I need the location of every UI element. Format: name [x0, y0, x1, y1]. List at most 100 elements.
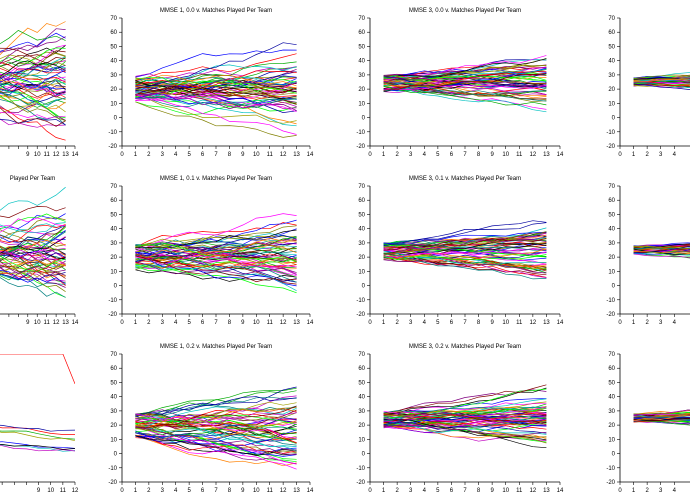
series-line-2 [0, 430, 75, 440]
series-line-35 [633, 409, 690, 416]
x-tick-label: 3 [659, 488, 663, 494]
chart-title: MMSE 3, 0.2 v. Matches Played Per Team [409, 344, 521, 350]
series-line-35 [633, 253, 690, 258]
series-line-30 [633, 83, 690, 87]
series-line-top [0, 354, 75, 385]
x-tick-label: 3 [161, 320, 165, 326]
y-tick-label: 50 [110, 212, 117, 218]
x-tick-label: 6 [450, 320, 454, 326]
series-line-56 [135, 76, 297, 94]
series-line-5 [633, 244, 690, 247]
y-tick-label: -20 [356, 480, 365, 486]
x-tick-label: 2 [147, 152, 151, 158]
y-tick-label: 0 [612, 116, 616, 122]
x-tick-label: 10 [253, 488, 260, 494]
x-tick-label: 5 [436, 320, 440, 326]
series-line-53 [0, 117, 66, 126]
chart-panel-3: MMSE 3, 0.0 v. Matches Played Per Team 0 1… [356, 8, 564, 158]
series-line-5 [0, 118, 66, 128]
chart-panel-10: MMSE 1, 0.2 v. Matches Played Per Team 0 1… [108, 344, 314, 494]
x-tick-label: 0 [120, 152, 124, 158]
y-tick-label: 50 [110, 44, 117, 50]
chart-panel-5: Played Per Team 9 10 11 12 13 14 [0, 176, 79, 326]
x-tick-label: 2 [645, 320, 649, 326]
y-tick-label: 30 [608, 73, 615, 79]
series-line-18 [135, 222, 297, 248]
series-line-44 [135, 213, 297, 247]
x-tick-label: 13 [62, 152, 69, 158]
series-line-36 [633, 77, 690, 80]
x-tick-label: 11 [267, 320, 274, 326]
y-tick-label: 20 [608, 423, 615, 429]
series-line-51 [135, 237, 297, 248]
series-line-7 [0, 443, 75, 450]
x-tick-label: 5 [436, 152, 440, 158]
x-tick-label: 7 [214, 488, 218, 494]
series-group [383, 384, 547, 449]
y-tick-label: 60 [358, 366, 365, 372]
x-tick-label: 13 [293, 320, 300, 326]
series-line-40 [135, 80, 297, 89]
series-line-36 [633, 413, 690, 419]
series-line-58 [135, 244, 297, 283]
series-line-59 [135, 93, 297, 135]
y-tick-label: -10 [606, 466, 615, 472]
x-tick-label: 13 [543, 152, 550, 158]
x-tick-label: 11 [60, 488, 67, 494]
y-tick-label: -10 [356, 130, 365, 136]
series-line-34 [0, 89, 66, 108]
series-line-39 [633, 245, 690, 249]
series-line-60 [135, 255, 297, 283]
x-tick-label: 9 [490, 488, 494, 494]
x-tick-label: 0 [120, 320, 124, 326]
series-line-53 [383, 76, 547, 88]
series-line-44 [135, 81, 297, 101]
series-line-42 [135, 247, 297, 261]
x-tick-label: 9 [241, 152, 245, 158]
series-line-13 [0, 272, 66, 288]
series-line-17 [135, 387, 297, 415]
series-line-37 [633, 417, 690, 421]
y-tick-label: 10 [110, 269, 117, 275]
y-tick-label: 40 [110, 395, 117, 401]
series-line-51 [135, 417, 297, 427]
series-line-16 [0, 236, 66, 243]
x-tick-label: 3 [161, 152, 165, 158]
series-line-58 [383, 406, 547, 414]
series-line-31 [0, 230, 66, 258]
series-line-54 [135, 407, 297, 432]
series-line-56 [383, 75, 547, 81]
series-line-41 [0, 47, 66, 63]
y-tick-label: 40 [358, 395, 365, 401]
x-tick-label: 13 [293, 488, 300, 494]
series-line-37 [0, 80, 66, 91]
series-line-6 [0, 246, 66, 266]
x-tick-label: 5 [187, 152, 191, 158]
x-tick-label: 14 [557, 320, 564, 326]
series-line-52 [383, 58, 547, 78]
series-line-23 [135, 386, 297, 418]
series-line-53 [0, 271, 66, 282]
series-line-14 [0, 224, 66, 247]
x-tick-label: 14 [557, 152, 564, 158]
series-line-41 [383, 244, 547, 258]
x-tick-label: 0 [618, 152, 622, 158]
series-line-56 [135, 414, 297, 426]
series-line-52 [0, 236, 66, 254]
series-line-38 [0, 64, 66, 80]
series-line-39 [135, 101, 297, 138]
x-tick-label: 6 [201, 152, 205, 158]
x-tick-label: 11 [267, 152, 274, 158]
x-tick-label: 10 [502, 488, 509, 494]
y-tick-label: 40 [608, 395, 615, 401]
y-tick-label: 40 [110, 227, 117, 233]
y-tick-label: 10 [358, 269, 365, 275]
y-tick-label: 0 [114, 116, 118, 122]
series-line-23 [0, 82, 66, 93]
y-tick-label: 20 [358, 423, 365, 429]
series-group [633, 409, 690, 426]
chart-panel-6: MMSE 1, 0.1 v. Matches Played Per Team 0 1… [108, 176, 314, 326]
series-line-12 [135, 241, 297, 262]
x-tick-label: 1 [134, 152, 138, 158]
